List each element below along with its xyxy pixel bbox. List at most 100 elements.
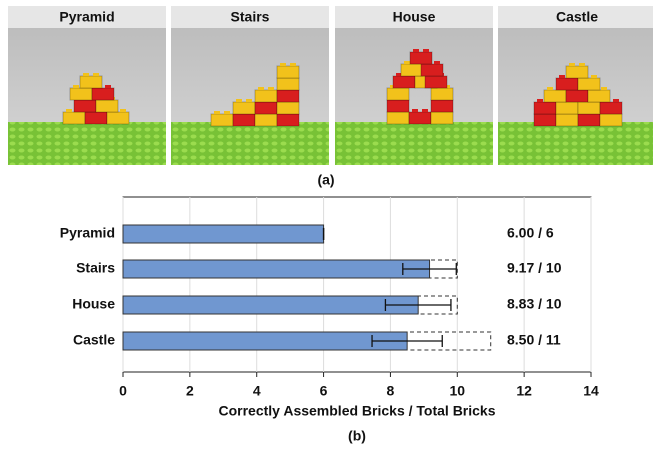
x-tick-label: 12 [516, 383, 532, 399]
photo-panel: Castle [498, 6, 653, 165]
x-tick-label: 6 [320, 383, 328, 399]
photo-panel: Pyramid [8, 6, 166, 165]
brick [392, 75, 416, 89]
brick [577, 113, 601, 127]
x-tick-label: 4 [253, 383, 261, 399]
bar [122, 295, 419, 315]
brick [577, 101, 601, 115]
brick-stud [547, 87, 553, 90]
brick [62, 111, 86, 125]
photo-plate [498, 122, 653, 165]
brick-stud [396, 73, 402, 76]
brick [430, 99, 454, 113]
brick-stud [258, 87, 264, 90]
panel-header [498, 6, 653, 28]
brick-stud [120, 109, 126, 112]
photo-panel: House [335, 6, 493, 165]
brick-stud [66, 109, 72, 112]
caption-b: (b) [348, 428, 366, 444]
brick-stud [246, 99, 252, 102]
panel-title: House [393, 9, 436, 25]
brick-stud [537, 99, 543, 102]
brick-stud [613, 99, 619, 102]
category-label: Castle [73, 332, 115, 348]
brick [276, 101, 300, 115]
x-axis-label: Correctly Assembled Bricks / Total Brick… [219, 403, 496, 419]
photo-plate [335, 122, 493, 165]
x-tick-label: 10 [449, 383, 465, 399]
brick [420, 63, 444, 77]
value-label: 9.17 / 10 [507, 260, 562, 276]
brick [254, 101, 278, 115]
brick-stud [73, 85, 79, 88]
brick [577, 77, 601, 91]
brick [254, 113, 278, 127]
brick-stud [224, 111, 230, 114]
photo-panel: Stairs [171, 6, 329, 165]
brick [386, 99, 410, 113]
panel-title: Stairs [231, 9, 270, 25]
brick-stud [422, 109, 428, 112]
brick-stud [413, 49, 419, 52]
bar [122, 331, 408, 351]
panel-header [171, 6, 329, 28]
brick-stud [601, 87, 607, 90]
brick [91, 87, 115, 101]
brick [210, 113, 234, 127]
brick [254, 89, 278, 103]
photo-plate [171, 122, 329, 165]
brick [276, 77, 300, 91]
panel-header [335, 6, 493, 28]
value-label: 6.00 / 6 [507, 225, 554, 241]
brick [565, 89, 589, 103]
brick [276, 113, 300, 127]
brick [409, 51, 433, 65]
brick-stud [290, 63, 296, 66]
bar [122, 224, 325, 244]
brick-stud [280, 63, 286, 66]
value-label: 8.83 / 10 [507, 296, 562, 312]
brick [79, 75, 103, 89]
panel-title: Castle [556, 9, 598, 25]
brick-stud [434, 61, 440, 64]
brick [73, 99, 97, 113]
brick [599, 113, 623, 127]
brick [533, 101, 557, 115]
brick-stud [93, 73, 99, 76]
brick [543, 89, 567, 103]
brick [533, 113, 557, 127]
brick [386, 111, 410, 125]
category-label: House [72, 296, 115, 312]
brick [430, 87, 454, 101]
x-tick-label: 0 [119, 383, 127, 399]
caption-a: (a) [317, 172, 334, 188]
error-bar [371, 335, 443, 347]
brick [599, 101, 623, 115]
brick-stud [559, 75, 565, 78]
panel-title: Pyramid [59, 9, 114, 25]
brick [276, 89, 300, 103]
brick [276, 65, 300, 79]
x-tick-label: 2 [186, 383, 194, 399]
brick-stud [423, 49, 429, 52]
brick-stud [83, 73, 89, 76]
brick [106, 111, 130, 125]
value-label: 8.50 / 11 [507, 332, 561, 348]
category-label: Pyramid [60, 225, 115, 241]
brick [232, 113, 256, 127]
brick-stud [214, 111, 220, 114]
brick [555, 101, 579, 115]
error-bar [402, 263, 457, 275]
bar [122, 259, 431, 279]
x-tick-label: 8 [387, 383, 395, 399]
brick-stud [404, 61, 410, 64]
brick-stud [105, 85, 111, 88]
brick [95, 99, 119, 113]
category-label: Stairs [76, 260, 115, 276]
brick [69, 87, 93, 101]
brick-stud [591, 75, 597, 78]
brick [555, 113, 579, 127]
brick-stud [412, 109, 418, 112]
brick [232, 101, 256, 115]
